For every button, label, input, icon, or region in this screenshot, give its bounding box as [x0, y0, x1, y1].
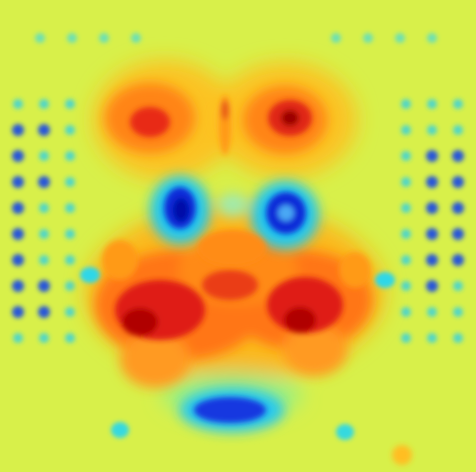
grid-dot [12, 202, 24, 214]
grid-dot [453, 99, 463, 109]
grid-dot [38, 124, 50, 136]
grid-dot [65, 177, 75, 187]
side-cool-dots-layer [80, 267, 395, 440]
grid-dot [65, 125, 75, 135]
grid-dot [35, 33, 45, 43]
grid-dot [427, 99, 437, 109]
grid-dot [401, 99, 411, 109]
grid-dot [401, 255, 411, 265]
central-stripe-layer [102, 95, 412, 465]
grid-dot [12, 306, 24, 318]
grid-dot [401, 333, 411, 343]
grid-dot [331, 33, 341, 43]
grid-dot [12, 150, 24, 162]
grid-dot [401, 229, 411, 239]
grid-dot [39, 333, 49, 343]
grid-dot [453, 281, 463, 291]
grid-dot [12, 228, 24, 240]
grid-dot [453, 125, 463, 135]
grid-dot [13, 99, 23, 109]
grid-dot [401, 281, 411, 291]
grid-dot [426, 202, 438, 214]
grid-dot [363, 33, 373, 43]
grid-dot [38, 306, 50, 318]
grid-dot [453, 333, 463, 343]
grid-dot [65, 255, 75, 265]
grid-dot [427, 307, 437, 317]
grid-dot [65, 229, 75, 239]
grid-dot [65, 99, 75, 109]
grid-dot [39, 229, 49, 239]
grid-dot [427, 33, 437, 43]
grid-dot [453, 307, 463, 317]
grid-dot [39, 151, 49, 161]
grid-dot [65, 281, 75, 291]
grid-dot [426, 254, 438, 266]
grid-dot [426, 150, 438, 162]
grid-dot [65, 203, 75, 213]
grid-dot [12, 176, 24, 188]
grid-dot [38, 176, 50, 188]
grid-dot [65, 151, 75, 161]
red-region-layer [115, 100, 343, 340]
grid-dot [12, 254, 24, 266]
grid-dot [452, 202, 464, 214]
grid-dot [427, 125, 437, 135]
left-grid-pattern [12, 99, 75, 343]
grid-dot [39, 255, 49, 265]
grid-dot [65, 333, 75, 343]
grid-dot [427, 333, 437, 343]
right-grid-pattern [401, 99, 464, 343]
grid-dot [426, 228, 438, 240]
grid-dot [131, 33, 141, 43]
grid-dot [401, 307, 411, 317]
blue-region-layer [164, 187, 306, 423]
grid-dot [12, 280, 24, 292]
grid-dot [12, 124, 24, 136]
grid-dot [401, 151, 411, 161]
grid-dot [65, 307, 75, 317]
grid-dot [39, 99, 49, 109]
grid-dot [452, 228, 464, 240]
grid-dot [452, 254, 464, 266]
grid-dot [401, 125, 411, 135]
grid-dot [452, 150, 464, 162]
top-grid-pattern [35, 33, 437, 43]
grid-dot [426, 176, 438, 188]
grid-dot [13, 333, 23, 343]
grid-dot [452, 176, 464, 188]
grid-dot [67, 33, 77, 43]
grid-dot [426, 280, 438, 292]
grid-dot [401, 177, 411, 187]
grid-dot [395, 33, 405, 43]
grid-dot [99, 33, 109, 43]
grid-dot [401, 203, 411, 213]
grid-dot [39, 203, 49, 213]
grid-dot [38, 280, 50, 292]
